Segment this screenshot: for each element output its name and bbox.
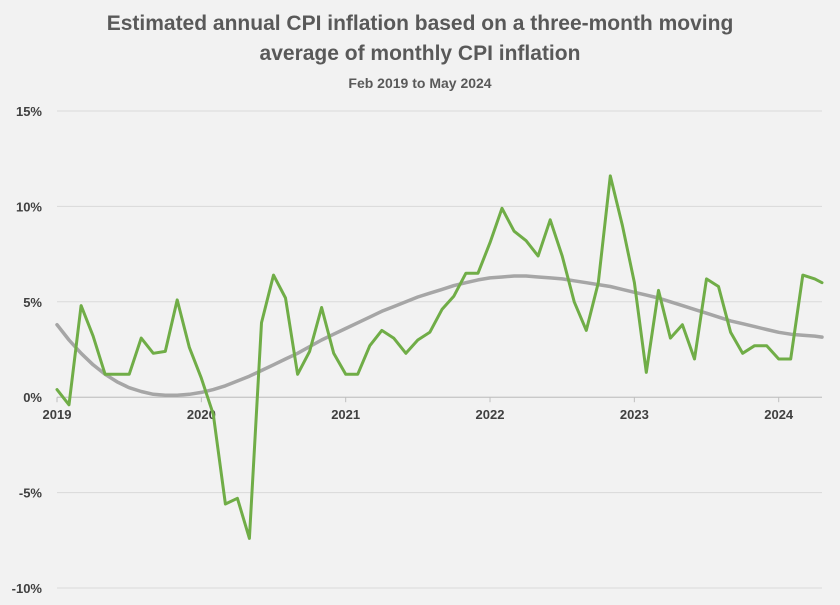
y-tick-label: 15% bbox=[16, 104, 42, 119]
x-tick-label: 2019 bbox=[43, 407, 72, 422]
x-tick-label: 2023 bbox=[620, 407, 649, 422]
x-axis-tick-labels: 2019 2020 2021 2022 2023 2024 bbox=[43, 407, 794, 422]
chart-subtitle: Feb 2019 to May 2024 bbox=[348, 75, 492, 91]
y-tick-label: 10% bbox=[16, 199, 42, 214]
inflation-line-series bbox=[55, 174, 824, 540]
y-tick-label: -10% bbox=[12, 581, 43, 596]
chart-title-line-1: Estimated annual CPI inflation based on … bbox=[106, 12, 734, 35]
y-tick-label: -5% bbox=[19, 486, 43, 501]
x-tick-label: 2020 bbox=[187, 407, 216, 422]
chart-title-line-2: average of monthly CPI inflation bbox=[259, 42, 581, 65]
trend-line-series bbox=[55, 274, 824, 398]
gridlines bbox=[57, 110, 822, 589]
y-tick-label: 0% bbox=[23, 390, 42, 405]
series-lines bbox=[55, 174, 824, 540]
x-tick-label: 2022 bbox=[476, 407, 505, 422]
y-tick-label: 5% bbox=[23, 295, 42, 310]
x-tick-label: 2024 bbox=[764, 407, 794, 422]
y-axis-tick-labels: 15% 10% 5% 0% -5% -10% bbox=[12, 104, 43, 596]
x-axis bbox=[56, 396, 822, 403]
x-tick-label: 2021 bbox=[331, 407, 360, 422]
